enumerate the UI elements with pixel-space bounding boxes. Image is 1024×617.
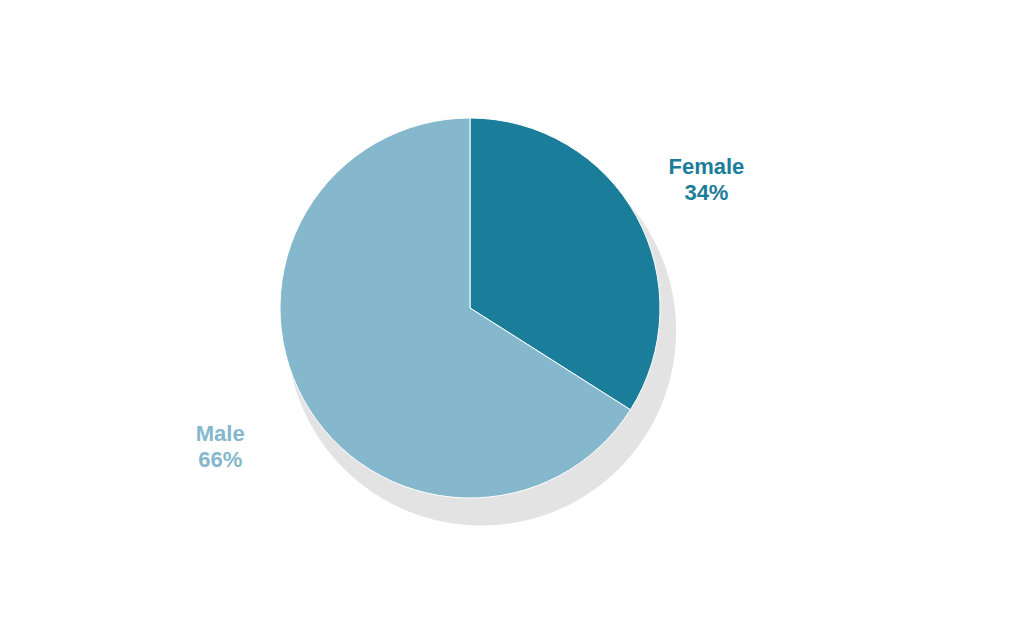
slice-label-name: Male	[196, 421, 245, 446]
slice-label-value: 66%	[198, 447, 242, 472]
slice-label: Male66%	[196, 421, 245, 472]
slice-label-name: Female	[669, 154, 745, 179]
slice-label: Female34%	[669, 154, 745, 205]
chart: Female34% Male66%	[0, 0, 1024, 617]
slice-label-value: 34%	[684, 180, 728, 205]
pie	[280, 118, 660, 498]
pie-slice	[280, 118, 630, 498]
